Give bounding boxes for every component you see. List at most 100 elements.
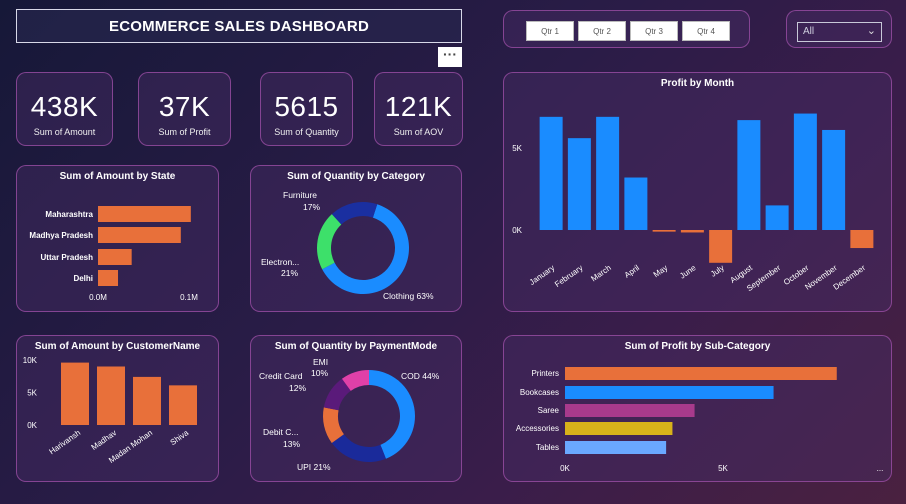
bar bbox=[765, 205, 789, 230]
category-slice bbox=[322, 204, 409, 294]
bar bbox=[565, 404, 695, 417]
bar-label: Madhya Pradesh bbox=[29, 231, 93, 240]
month-label: May bbox=[652, 263, 670, 279]
category-slice bbox=[317, 214, 342, 270]
slice-label: 13% bbox=[283, 439, 300, 449]
amount-by-state-card: Sum of Amount by State Maharashtra Madhya… bbox=[16, 165, 219, 312]
category-slice bbox=[331, 202, 378, 225]
bar-label: Tables bbox=[536, 443, 559, 452]
quantity-by-category-chart: Clothing 63% Electron...21% Furniture 17% bbox=[261, 190, 434, 301]
quarter-slicer: Qtr 1 Qtr 2 Qtr 3 Qtr 4 bbox=[503, 10, 750, 48]
tick-label: 10K bbox=[23, 356, 38, 365]
payment-slice bbox=[323, 378, 351, 411]
kpi-value: 5615 bbox=[274, 91, 339, 122]
bar bbox=[624, 177, 648, 230]
tick-label: 0.1M bbox=[180, 293, 198, 302]
filter-slicer: All ⌄ bbox=[786, 10, 892, 48]
slice-label: Credit Card bbox=[259, 371, 303, 381]
qtr-3-button[interactable]: Qtr 3 bbox=[630, 21, 678, 41]
kpi-card-aov: 121K Sum of AOV bbox=[374, 72, 463, 146]
bar-label: Accessories bbox=[516, 424, 559, 433]
more-options-button[interactable]: ··· bbox=[438, 47, 462, 67]
slice-label: Clothing 63% bbox=[383, 291, 434, 301]
slice-label: 21% bbox=[281, 268, 298, 278]
bar bbox=[565, 367, 837, 380]
customer-label: Madhav bbox=[90, 428, 118, 452]
filter-dropdown[interactable]: All ⌄ bbox=[797, 22, 882, 42]
chart-title: Sum of Quantity by Category bbox=[287, 171, 425, 182]
kpi-card-amount: 438K Sum of Amount bbox=[16, 72, 113, 146]
tick-label: 5K bbox=[718, 464, 728, 473]
kpi-value: 37K bbox=[158, 91, 211, 122]
chart-title: Sum of Quantity by PaymentMode bbox=[274, 341, 438, 352]
bar bbox=[98, 270, 119, 286]
tick-label: ... bbox=[877, 464, 884, 473]
bar-label: Saree bbox=[538, 406, 560, 415]
bar bbox=[98, 206, 191, 222]
kpi-label: Sum of Amount bbox=[33, 127, 96, 137]
profit-by-subcategory-chart: Printers Bookcases Saree Accessories Tables 0… bbox=[516, 367, 884, 473]
kpi-card-profit: 37K Sum of Profit bbox=[138, 72, 231, 146]
payment-slice bbox=[369, 370, 415, 459]
bar bbox=[565, 386, 774, 399]
chart-title: Profit by Month bbox=[660, 78, 735, 89]
chevron-down-icon[interactable]: ⌄ bbox=[866, 25, 876, 37]
quantity-by-category-card: Sum of Quantity by Category Clothing 63%… bbox=[250, 165, 462, 312]
month-label: June bbox=[678, 263, 698, 281]
kpi-value: 438K bbox=[30, 91, 99, 122]
bar bbox=[567, 138, 591, 230]
bar bbox=[61, 362, 89, 425]
chart-title: Sum of Profit by Sub-Category bbox=[624, 341, 771, 352]
amount-by-state-chart: Maharashtra Madhya Pradesh Uttar Pradesh De… bbox=[29, 206, 198, 302]
slice-label: Debit C... bbox=[263, 427, 298, 437]
slice-label: 12% bbox=[289, 383, 306, 393]
slice-label: Electron... bbox=[261, 257, 299, 267]
filter-value: All bbox=[803, 26, 815, 37]
kpi-value: 121K bbox=[384, 91, 453, 122]
bar-label: Uttar Pradesh bbox=[41, 253, 94, 262]
bar bbox=[793, 113, 817, 230]
qtr-2-button[interactable]: Qtr 2 bbox=[578, 21, 626, 41]
profit-by-subcategory-card: Sum of Profit by Sub-Category Printers Bo… bbox=[503, 335, 892, 482]
bar bbox=[98, 227, 181, 243]
bar bbox=[709, 230, 733, 263]
slice-label: COD 44% bbox=[401, 371, 440, 381]
month-label: March bbox=[589, 263, 612, 283]
slice-label: 17% bbox=[303, 202, 320, 212]
kpi-label: Sum of AOV bbox=[393, 127, 444, 137]
month-label: July bbox=[709, 263, 726, 279]
bar bbox=[652, 230, 676, 232]
bar bbox=[133, 376, 161, 425]
payment-slice bbox=[323, 407, 344, 444]
qtr-4-button[interactable]: Qtr 4 bbox=[682, 21, 730, 41]
kpi-label: Sum of Quantity bbox=[274, 127, 339, 137]
profit-by-month-card: Profit by Month 0K 5K January February March… bbox=[503, 72, 892, 312]
bar-label: Printers bbox=[531, 369, 559, 378]
kpi-label: Sum of Profit bbox=[158, 127, 211, 137]
quantity-by-payment-card: Sum of Quantity by PaymentMode COD 44% UP… bbox=[250, 335, 462, 482]
bar bbox=[850, 230, 874, 249]
tick-label: 0K bbox=[512, 226, 522, 235]
bar bbox=[565, 422, 673, 435]
quantity-by-payment-chart: COD 44% UPI 21% Debit C... 13% Credit Card 12… bbox=[259, 357, 440, 472]
month-label: January bbox=[528, 263, 556, 287]
page-title: ECOMMERCE SALES DASHBOARD bbox=[16, 9, 462, 43]
tick-label: 0.0M bbox=[89, 293, 107, 302]
qtr-1-button[interactable]: Qtr 1 bbox=[526, 21, 574, 41]
bar bbox=[565, 441, 667, 454]
bar-label: Delhi bbox=[73, 274, 93, 283]
payment-slice bbox=[331, 434, 386, 462]
bar bbox=[596, 116, 620, 230]
month-label: April bbox=[623, 263, 641, 280]
tick-label: 0K bbox=[27, 421, 37, 430]
bar bbox=[680, 230, 704, 233]
bar-label: Maharashtra bbox=[45, 210, 93, 219]
bar bbox=[169, 385, 197, 425]
tick-label: 5K bbox=[512, 144, 522, 153]
bar-label: Bookcases bbox=[520, 388, 559, 397]
payment-slice bbox=[341, 370, 369, 391]
slice-label: EMI bbox=[313, 357, 328, 367]
bar bbox=[822, 129, 846, 230]
